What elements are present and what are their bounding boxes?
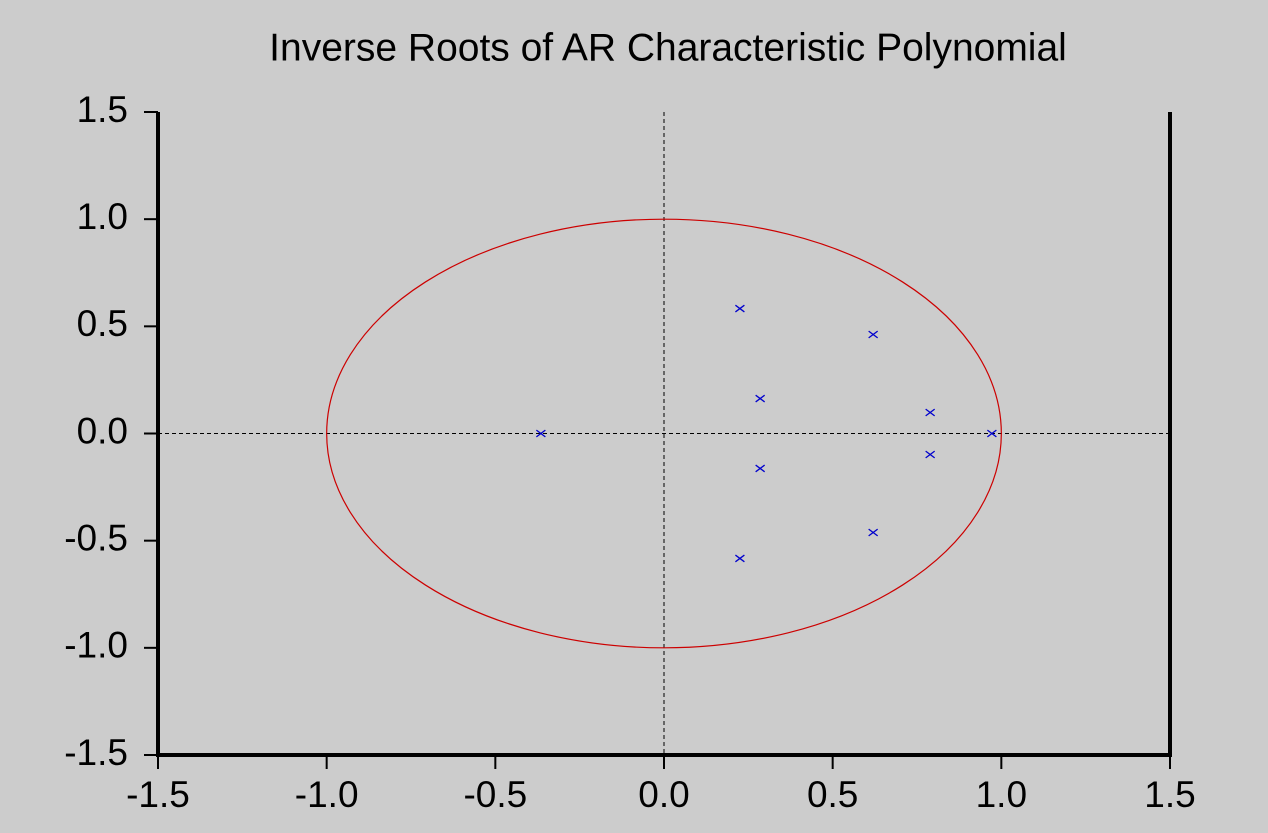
point: [735, 304, 745, 313]
x-tick-label: 0.5: [807, 774, 858, 815]
x-tick-label: 1.5: [1144, 774, 1195, 815]
x-tick-label: 0.0: [638, 774, 689, 815]
y-tick-label: -1.0: [64, 625, 128, 666]
y-tick-label: 0.5: [77, 303, 128, 344]
point: [925, 408, 936, 417]
y-tick-label: 0.0: [77, 410, 128, 451]
point: [535, 429, 546, 438]
y-tick-label: 1.5: [77, 89, 128, 130]
x-tick-label: -1.0: [295, 774, 359, 815]
y-tick-label: -1.5: [64, 732, 128, 773]
point: [925, 450, 936, 459]
point: [755, 464, 766, 473]
x-tick-label: -1.5: [126, 774, 190, 815]
point: [986, 429, 997, 438]
point: [735, 554, 745, 563]
y-tick-label: -0.5: [64, 517, 128, 558]
point: [868, 330, 879, 339]
chart-title: Inverse Roots of AR Characteristic Polyn…: [269, 26, 1067, 69]
point: [868, 528, 879, 537]
x-tick-label: 1.0: [976, 774, 1027, 815]
x-tick-label: -0.5: [463, 774, 527, 815]
point: [755, 394, 766, 403]
y-tick-label: 1.0: [77, 196, 128, 237]
unit-circle: [326, 218, 1002, 649]
